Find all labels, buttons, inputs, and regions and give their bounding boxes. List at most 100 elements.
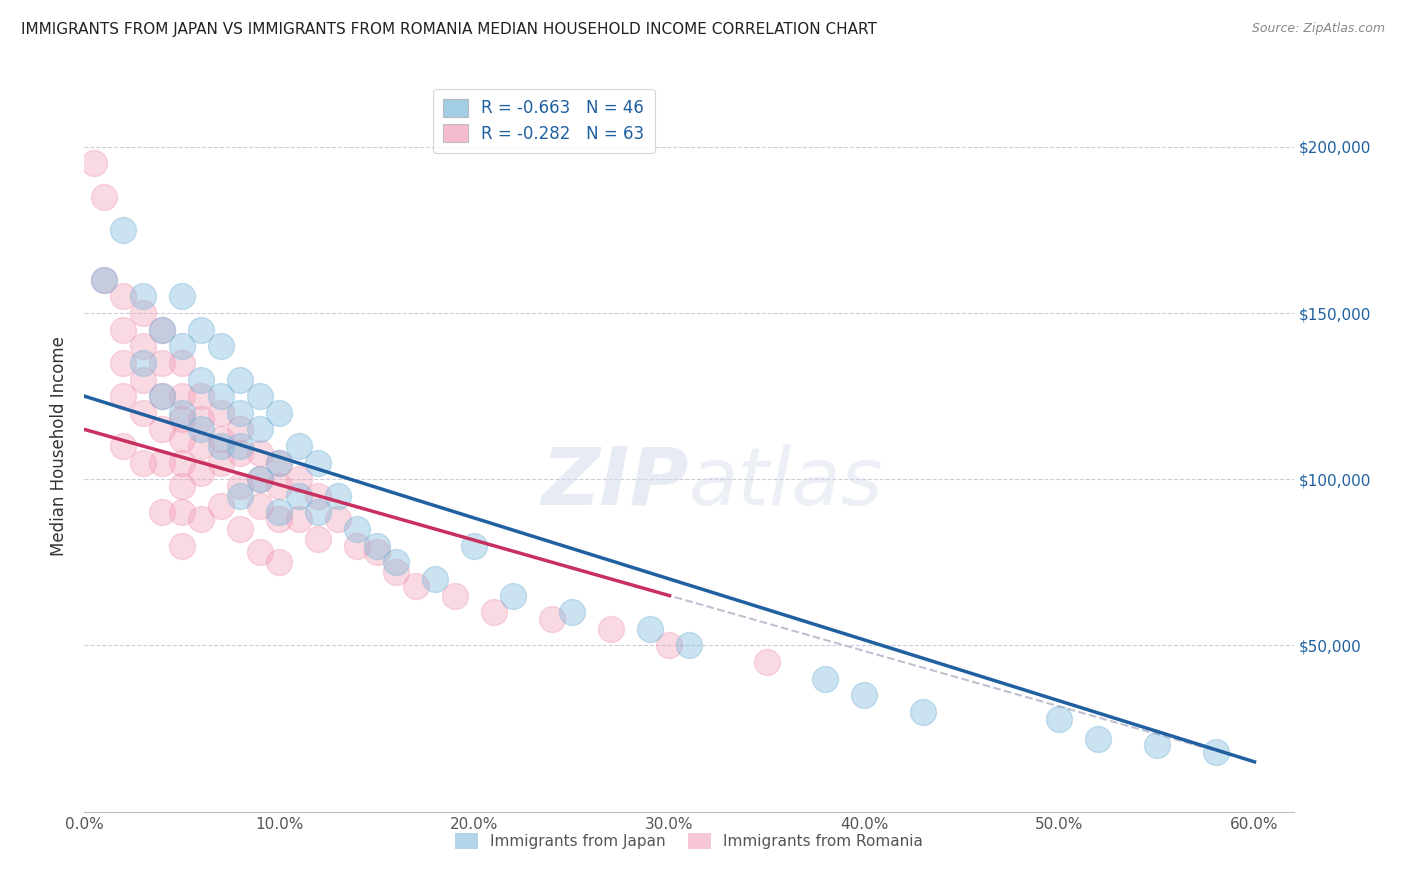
Point <box>132 289 155 303</box>
Point <box>385 566 408 580</box>
Legend: Immigrants from Japan, Immigrants from Romania: Immigrants from Japan, Immigrants from R… <box>449 827 929 855</box>
Point <box>346 522 368 536</box>
Point <box>170 506 193 520</box>
Point <box>814 672 837 686</box>
Point <box>229 522 252 536</box>
Point <box>150 422 173 436</box>
Point <box>209 339 232 353</box>
Point <box>190 389 212 403</box>
Point <box>541 612 564 626</box>
Point <box>209 499 232 513</box>
Point <box>229 422 252 436</box>
Point <box>249 445 271 459</box>
Point <box>326 489 349 503</box>
Point <box>1049 712 1071 726</box>
Point <box>93 189 115 203</box>
Point <box>209 406 232 420</box>
Point <box>170 389 193 403</box>
Point <box>269 479 291 493</box>
Point <box>132 456 155 470</box>
Point <box>190 466 212 480</box>
Point <box>307 489 329 503</box>
Point <box>249 545 271 559</box>
Point <box>463 539 485 553</box>
Point <box>229 489 252 503</box>
Point <box>170 412 193 426</box>
Point <box>307 532 329 546</box>
Point <box>190 372 212 386</box>
Point <box>150 389 173 403</box>
Point <box>269 555 291 569</box>
Point <box>190 439 212 453</box>
Point <box>209 433 232 447</box>
Text: IMMIGRANTS FROM JAPAN VS IMMIGRANTS FROM ROMANIA MEDIAN HOUSEHOLD INCOME CORRELA: IMMIGRANTS FROM JAPAN VS IMMIGRANTS FROM… <box>21 22 877 37</box>
Point <box>112 439 135 453</box>
Point <box>209 456 232 470</box>
Point <box>93 273 115 287</box>
Point <box>132 356 155 370</box>
Point <box>150 323 173 337</box>
Point <box>170 433 193 447</box>
Point <box>190 422 212 436</box>
Point <box>83 156 105 170</box>
Point <box>170 339 193 353</box>
Point <box>150 323 173 337</box>
Point <box>112 356 135 370</box>
Text: ZIP: ZIP <box>541 443 689 522</box>
Point <box>385 555 408 569</box>
Point <box>190 412 212 426</box>
Text: atlas: atlas <box>689 443 884 522</box>
Point <box>132 306 155 320</box>
Point <box>482 605 505 619</box>
Point <box>561 605 583 619</box>
Point <box>249 499 271 513</box>
Point <box>307 506 329 520</box>
Point <box>93 273 115 287</box>
Point <box>249 472 271 486</box>
Point <box>288 489 311 503</box>
Point <box>288 512 311 526</box>
Point <box>150 456 173 470</box>
Point <box>366 545 388 559</box>
Point <box>911 705 934 719</box>
Point <box>229 479 252 493</box>
Point <box>150 356 173 370</box>
Point <box>1087 731 1109 746</box>
Point <box>170 456 193 470</box>
Point <box>658 639 681 653</box>
Point <box>1146 738 1168 752</box>
Point <box>853 689 876 703</box>
Point <box>366 539 388 553</box>
Point <box>190 512 212 526</box>
Point <box>170 406 193 420</box>
Point <box>190 323 212 337</box>
Point <box>307 456 329 470</box>
Point <box>269 506 291 520</box>
Text: Source: ZipAtlas.com: Source: ZipAtlas.com <box>1251 22 1385 36</box>
Point <box>269 512 291 526</box>
Point <box>405 579 427 593</box>
Point <box>269 456 291 470</box>
Point <box>288 472 311 486</box>
Point <box>112 289 135 303</box>
Point <box>132 372 155 386</box>
Point <box>112 323 135 337</box>
Y-axis label: Median Household Income: Median Household Income <box>51 336 69 556</box>
Point <box>249 422 271 436</box>
Point <box>600 622 623 636</box>
Point <box>1205 745 1227 759</box>
Point <box>112 223 135 237</box>
Point <box>170 479 193 493</box>
Point <box>288 439 311 453</box>
Point <box>170 356 193 370</box>
Point <box>269 456 291 470</box>
Point <box>502 589 524 603</box>
Point <box>638 622 661 636</box>
Point <box>229 406 252 420</box>
Point <box>678 639 700 653</box>
Point <box>229 372 252 386</box>
Point <box>209 439 232 453</box>
Point <box>150 506 173 520</box>
Point <box>150 389 173 403</box>
Point <box>170 289 193 303</box>
